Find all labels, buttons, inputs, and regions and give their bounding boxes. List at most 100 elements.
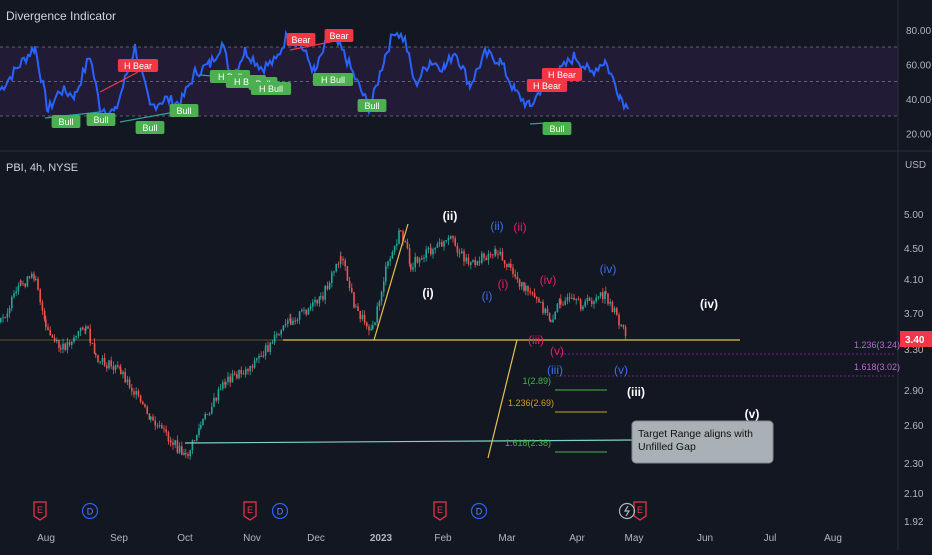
candle-body xyxy=(4,317,6,319)
candle-body xyxy=(117,365,119,367)
dividend-marker-label: D xyxy=(87,507,94,517)
earnings-marker-label: E xyxy=(437,505,443,515)
currency-label: USD xyxy=(905,160,927,171)
bull-label-bg xyxy=(135,121,165,134)
candle-body xyxy=(233,373,236,375)
candle-body xyxy=(452,236,454,239)
candle-body xyxy=(393,245,396,253)
candle-body xyxy=(303,309,305,311)
candle-body xyxy=(599,292,602,297)
bear-divergence-label: H Bear xyxy=(533,81,561,91)
candle-body xyxy=(322,296,324,300)
candle-body xyxy=(425,249,427,258)
candle-body xyxy=(391,252,394,259)
candle-body xyxy=(597,296,600,298)
candle-body xyxy=(280,330,282,335)
time-x-tick: 2023 xyxy=(370,533,393,544)
price-y-tick: 5.00 xyxy=(904,210,924,221)
candle-body xyxy=(611,301,614,313)
candle-body xyxy=(66,342,69,350)
candle-body xyxy=(213,397,215,407)
elliott-wave-label: (iv) xyxy=(700,297,718,311)
candle-body xyxy=(97,355,99,362)
candle-body xyxy=(344,260,346,267)
candle-body xyxy=(548,312,551,320)
candle-body xyxy=(333,271,335,273)
candle-body xyxy=(489,254,492,256)
candle-body xyxy=(39,289,41,303)
candle-body xyxy=(174,440,176,445)
candle-body xyxy=(64,343,66,350)
candle-body xyxy=(120,368,122,375)
candle-body xyxy=(487,254,490,261)
candle-body xyxy=(613,308,616,313)
candle-body xyxy=(196,435,198,441)
price-y-tick: 1.92 xyxy=(904,517,924,528)
candle-body xyxy=(296,319,299,321)
candle-body xyxy=(128,379,131,388)
candle-body xyxy=(41,302,44,311)
candle-body xyxy=(351,288,353,293)
candle-body xyxy=(478,261,481,263)
candle-body xyxy=(497,253,499,255)
candle-body xyxy=(163,428,165,430)
candle-body xyxy=(139,395,142,402)
candle-body xyxy=(432,249,434,255)
candle-body xyxy=(307,308,310,315)
candle-body xyxy=(616,308,618,315)
last-price-badge xyxy=(900,331,932,347)
candle-body xyxy=(483,253,485,258)
candle-body xyxy=(326,285,329,289)
elliott-wave-label: (v) xyxy=(550,344,564,358)
bull-divergence-label: Bull xyxy=(176,106,191,116)
time-x-tick: Feb xyxy=(434,533,452,544)
candle-body xyxy=(85,326,87,331)
candle-body xyxy=(292,320,294,325)
candle-body xyxy=(287,320,289,324)
elliott-wave-label: (v) xyxy=(745,407,760,421)
candle-body xyxy=(225,381,227,385)
symbol-title: PBI, 4h, NYSE xyxy=(6,162,79,174)
candle-body xyxy=(602,292,604,300)
time-x-tick: Oct xyxy=(177,533,193,544)
candle-body xyxy=(624,327,627,337)
flash-icon xyxy=(623,505,631,517)
candle-body xyxy=(144,404,146,407)
elliott-wave-label: (v) xyxy=(614,363,628,377)
candle-body xyxy=(398,230,400,244)
bear-divergence-label: H Bear xyxy=(548,70,576,80)
price-y-tick: 4.10 xyxy=(904,275,924,286)
candle-body xyxy=(622,324,625,328)
bear-label-bg xyxy=(286,33,316,46)
candle-body xyxy=(340,256,342,259)
candle-body xyxy=(77,331,80,336)
candle-body xyxy=(176,440,179,453)
candle-body xyxy=(278,334,280,336)
candle-body xyxy=(8,308,11,314)
candle-body xyxy=(17,285,20,292)
candle-body xyxy=(492,254,494,256)
candle-body xyxy=(346,266,349,281)
candle-body xyxy=(499,251,501,255)
candle-body xyxy=(187,454,189,457)
candle-body xyxy=(376,306,378,323)
candle-body xyxy=(43,310,46,320)
candle-body xyxy=(454,238,456,246)
elliott-wave-label: (ii) xyxy=(443,209,458,223)
candle-body xyxy=(53,337,56,342)
candle-body xyxy=(183,452,185,455)
price-y-tick: 4.50 xyxy=(904,244,924,255)
candle-body xyxy=(215,397,217,401)
candle-body xyxy=(206,413,209,415)
candle-body xyxy=(20,280,22,284)
candle-body xyxy=(518,279,521,287)
bull-divergence-label: Bull xyxy=(549,124,564,134)
candle-body xyxy=(101,357,104,362)
indicator-title: Divergence Indicator xyxy=(6,9,117,23)
bull-divergence-label: H Bull xyxy=(259,84,283,94)
candle-body xyxy=(262,355,265,357)
bull-divergence-label: Bull xyxy=(93,115,108,125)
candle-body xyxy=(309,306,312,309)
